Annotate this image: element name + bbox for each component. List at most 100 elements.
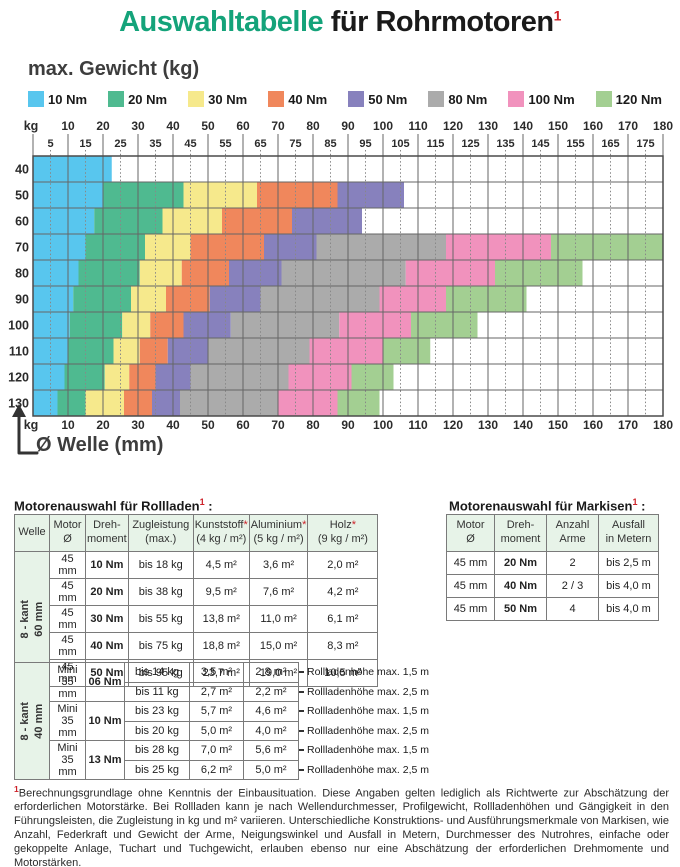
chart-border bbox=[32, 155, 664, 417]
header-asterisk: * bbox=[351, 519, 357, 532]
legend-swatch-icon bbox=[108, 91, 125, 107]
chart-segment bbox=[229, 260, 282, 286]
legend-item: 100 Nm bbox=[508, 91, 575, 107]
cell-zugleistung: bis 75 kg bbox=[127, 632, 194, 660]
note-text: Rollladenhöhe max. 1,5 m bbox=[307, 705, 429, 718]
welle-rotated-text: 8 - kant 40 mm bbox=[18, 702, 47, 741]
page-title-footnote-marker: 1 bbox=[553, 7, 562, 24]
chart-segment bbox=[162, 208, 222, 234]
legend-label: 100 Nm bbox=[528, 91, 575, 107]
cell-rollladenhoehe-note: Rollladenhöhe max. 1,5 m bbox=[298, 741, 469, 761]
footnote: 1Berechnungsgrundlage ohne Kenntnis der … bbox=[14, 783, 669, 867]
chart-segment bbox=[94, 208, 163, 234]
column-header: Dreh-moment bbox=[85, 514, 129, 552]
header-asterisk: * bbox=[243, 519, 248, 532]
row-weight-label: 100 bbox=[8, 319, 29, 333]
chart-segments bbox=[33, 156, 663, 416]
chart-segment bbox=[446, 234, 551, 260]
cell-motor-line: 35 mm bbox=[58, 715, 77, 739]
cell-zugleistung: bis 18 kg bbox=[127, 551, 194, 579]
cell-aluminium: 5,6 m² bbox=[243, 740, 299, 761]
cell-aluminium: 4,6 m² bbox=[243, 701, 299, 722]
top-axis-minor-tick-label: 75 bbox=[289, 138, 301, 150]
legend-item: 30 Nm bbox=[188, 91, 247, 107]
bottom-axis-tick-label: 80 bbox=[306, 418, 320, 432]
chart-segment bbox=[351, 364, 394, 390]
chart-segment bbox=[131, 286, 166, 312]
chart-segment bbox=[337, 390, 380, 416]
chart-segment bbox=[495, 260, 583, 286]
chart-segment bbox=[551, 234, 663, 260]
cell-anzahl-arme: 4 bbox=[546, 597, 599, 621]
dash-icon bbox=[298, 671, 304, 674]
column-header: Anzahl Arme bbox=[546, 514, 599, 552]
table-row: 45 mm 50 Nm 4 bis 4,0 m bbox=[446, 597, 659, 621]
chart-segment bbox=[257, 182, 338, 208]
cell-ausfall: bis 4,0 m bbox=[598, 597, 659, 621]
table-head: Welle Motor Ø Dreh-moment Zugleistung (max.) K… bbox=[14, 514, 379, 552]
column-header: Kunststoff* (4 kg / m²) bbox=[192, 514, 250, 552]
cell-motor: 45 mm bbox=[446, 574, 495, 598]
top-axis-unit-label: kg bbox=[24, 119, 39, 133]
top-axis-tick-label: 10 bbox=[61, 119, 75, 133]
column-header-line: Kunststoff* bbox=[194, 519, 248, 532]
bottom-axis-tick-label: 40 bbox=[166, 418, 180, 432]
chart-segment bbox=[411, 312, 478, 338]
chart-segment bbox=[278, 390, 338, 416]
cell-motor-line: 35 mm bbox=[58, 676, 77, 700]
header-row: Motor Ø Dreh-moment Anzahl Arme Ausfall in Met… bbox=[446, 514, 659, 552]
column-header-line: (4 kg / m²) bbox=[196, 533, 247, 545]
cell-zugleistung: bis 38 kg bbox=[127, 578, 194, 606]
legend-label: 30 Nm bbox=[208, 91, 248, 107]
chart-segment bbox=[190, 234, 264, 260]
column-header-line: (max.) bbox=[145, 533, 177, 545]
bottom-axis-tick-label: 20 bbox=[96, 418, 110, 432]
cell-kunststoff: 13,8 m² bbox=[192, 605, 250, 633]
top-axis-tick-label: 160 bbox=[583, 119, 603, 133]
cell-kunststoff: 4,5 m² bbox=[192, 551, 250, 579]
cell-aluminium: 15,0 m² bbox=[248, 632, 309, 660]
top-axis-tick-label: 20 bbox=[96, 119, 110, 133]
legend-label: 50 Nm bbox=[368, 91, 408, 107]
note-text: Rollladenhöhe max. 2,5 m bbox=[307, 763, 429, 776]
column-header: Ausfall in Metern bbox=[598, 514, 659, 552]
chart-segment bbox=[113, 338, 140, 364]
cell-kunststoff: 3,5 m² bbox=[189, 662, 244, 683]
row-weight-label: 70 bbox=[15, 241, 29, 255]
chart-segment bbox=[33, 234, 86, 260]
top-axis-minor-tick-label: 85 bbox=[324, 138, 336, 150]
chart-segment bbox=[260, 286, 380, 312]
table-row: bis 20 kg 5,0 m² 4,0 m² Rollladenhöhe max. … bbox=[15, 720, 469, 741]
bottom-axis-tick-label: 60 bbox=[236, 418, 250, 432]
footnote-marker: 1 bbox=[14, 784, 19, 794]
bottom-axis-tick-label: 140 bbox=[513, 418, 533, 432]
top-axis-minor-tick-label: 95 bbox=[359, 138, 371, 150]
cell-motor: 45 mm bbox=[49, 578, 86, 606]
legend-label: 80 Nm bbox=[448, 91, 488, 107]
chart-segment bbox=[85, 234, 145, 260]
chart-segment bbox=[69, 312, 123, 338]
table-body: 45 mm 20 Nm 2 bis 2,5 m 45 mm 40 Nm 2 / 3 bis 4… bbox=[446, 551, 659, 621]
dash-icon bbox=[298, 729, 304, 732]
cell-torque: 10 Nm bbox=[85, 551, 129, 579]
chart-segment bbox=[288, 364, 352, 390]
cell-ausfall: bis 4,0 m bbox=[598, 574, 659, 598]
column-header: Motor Ø bbox=[446, 514, 495, 552]
cell-motor-line: Mini bbox=[57, 742, 78, 754]
top-axis-minor-tick-label: 135 bbox=[496, 138, 514, 150]
table-row: 8 - kant 40 mm Mini 35 mm 06 Nm bis 14 kg 3,5 … bbox=[14, 662, 469, 780]
row-weight-label: 120 bbox=[8, 371, 29, 385]
bottom-axis-tick-label: 170 bbox=[618, 418, 638, 432]
note-text: Rollladenhöhe max. 2,5 m bbox=[307, 685, 429, 698]
cell-rollladenhoehe-note: Rollladenhöhe max. 2,5 m bbox=[298, 721, 469, 741]
chart-segment bbox=[145, 234, 191, 260]
column-header: Welle bbox=[14, 514, 50, 552]
table-row: 45 mm 20 Nm 2 bis 2,5 m bbox=[446, 551, 659, 575]
chart-segment bbox=[190, 364, 289, 390]
column-header: Dreh-moment bbox=[494, 514, 547, 552]
row-weight-label: 90 bbox=[15, 293, 29, 307]
top-axis-tick-label: 80 bbox=[306, 119, 320, 133]
welle-rotated-line: 8 - kant bbox=[18, 599, 31, 639]
chart-legend: 10 Nm 20 Nm 30 Nm 40 Nm 50 Nm 80 Nm 100 Nm 120 … bbox=[28, 91, 662, 107]
